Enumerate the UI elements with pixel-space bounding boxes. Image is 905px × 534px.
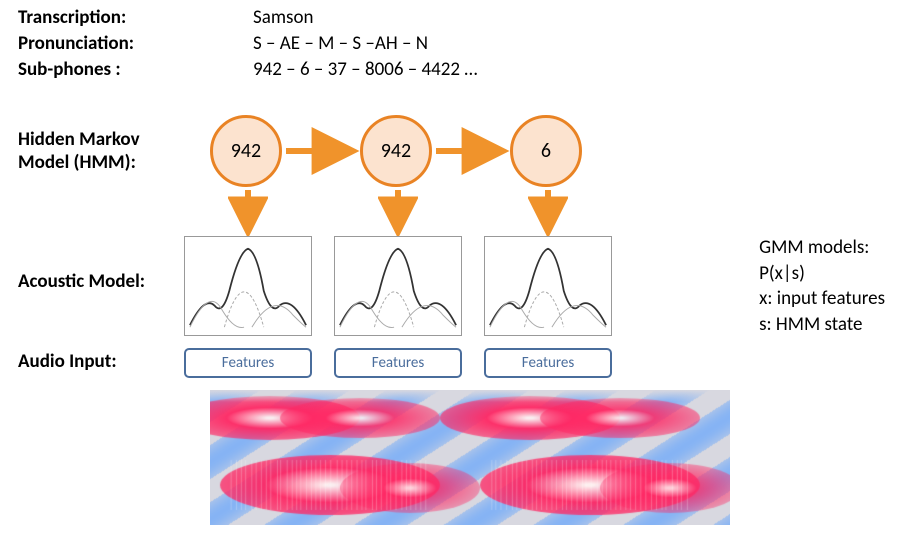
gmm-box-2 (334, 236, 462, 336)
transcription-value: Samson (253, 6, 313, 29)
features-box-3: Features (484, 348, 612, 378)
pronunciation-row: Pronunciation: S – AE – M – S –AH – N (18, 32, 428, 55)
subphones-row: Sub-phones : 942 – 6 – 37 – 8006 – 4422 … (18, 58, 477, 81)
emission-arrow-3 (528, 188, 568, 238)
emission-arrow-2 (378, 188, 418, 238)
gmm-box-1 (184, 236, 312, 336)
hmm-arrow-2 (432, 115, 510, 187)
features-label-3: Features (522, 354, 574, 372)
hmm-row: Hidden Markov Model (HMM): (18, 128, 233, 174)
hmm-diagram: 942 942 6 (210, 115, 582, 187)
spectrogram (210, 390, 730, 525)
features-label-2: Features (372, 354, 424, 372)
gmm-box-3 (484, 236, 612, 336)
hmm-label: Hidden Markov Model (HMM): (18, 128, 233, 174)
features-box-2: Features (334, 348, 462, 378)
hmm-arrow-1 (282, 115, 360, 187)
pronunciation-label: Pronunciation: (18, 32, 233, 55)
transcription-row: Transcription: Samson (18, 6, 313, 29)
gmm-caption: GMM models: P(x|s) x: input features s: … (759, 235, 885, 338)
emission-arrow-1 (228, 188, 268, 238)
pronunciation-value: S – AE – M – S –AH – N (253, 32, 428, 55)
gmm-caption-l3: x: input features (759, 286, 885, 312)
features-label-1: Features (222, 354, 274, 372)
features-box-1: Features (184, 348, 312, 378)
gmm-caption-l1: GMM models: (759, 235, 885, 261)
subphones-label: Sub-phones : (18, 58, 233, 81)
hmm-state-1: 942 (210, 115, 282, 187)
hmm-state-2: 942 (360, 115, 432, 187)
gmm-caption-l2: P(x|s) (759, 261, 885, 287)
subphones-value: 942 – 6 – 37 – 8006 – 4422 … (253, 58, 477, 81)
transcription-label: Transcription: (18, 6, 233, 29)
gmm-caption-l4: s: HMM state (759, 312, 885, 338)
hmm-state-3: 6 (510, 115, 582, 187)
